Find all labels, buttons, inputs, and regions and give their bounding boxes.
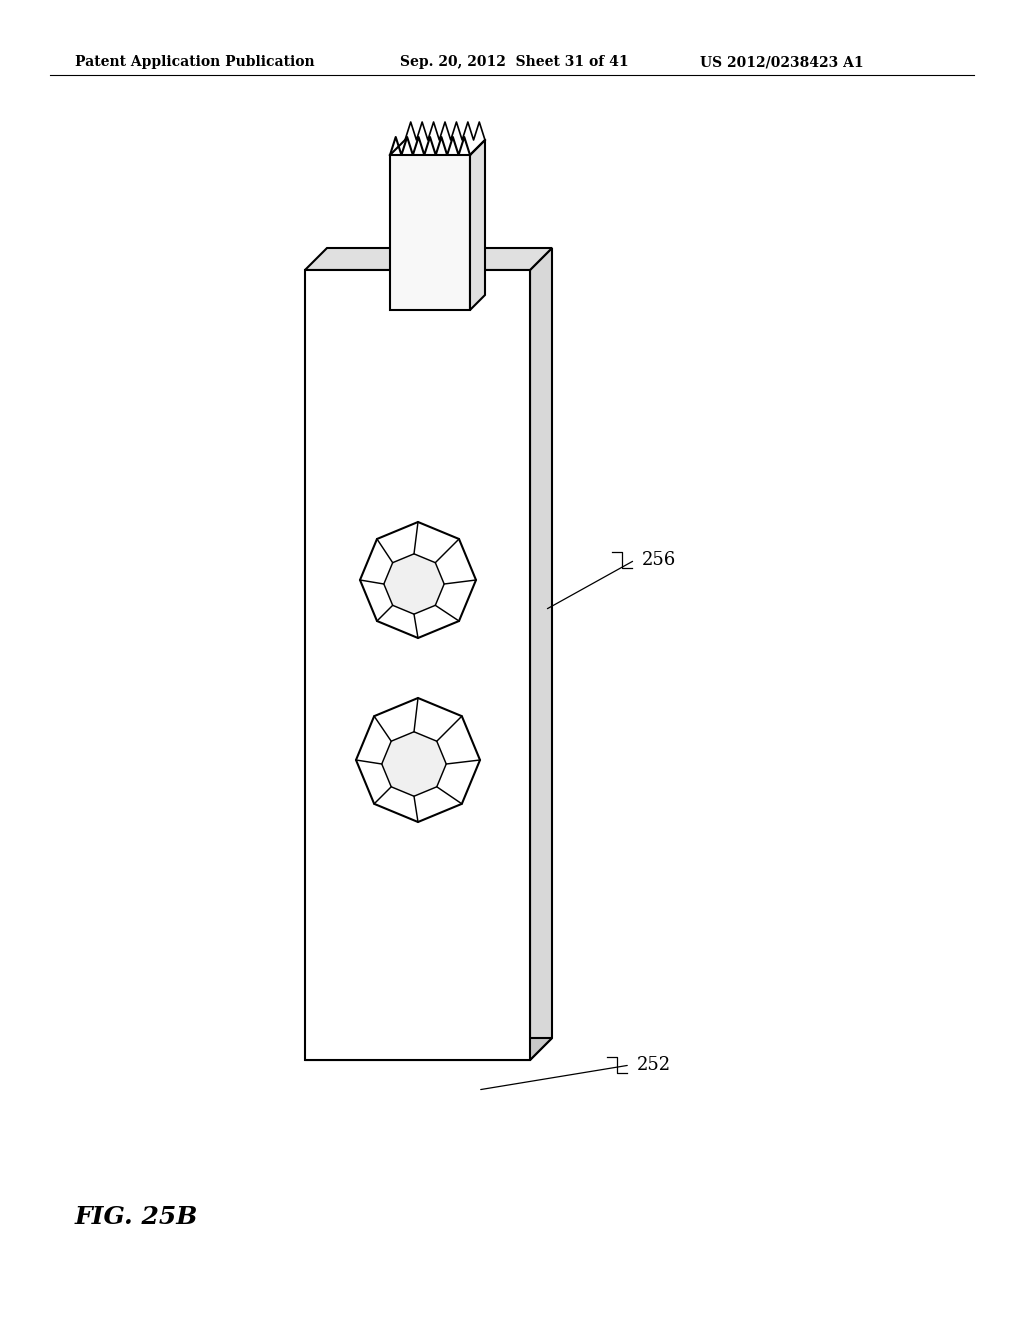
Polygon shape	[305, 271, 530, 1060]
Text: Sep. 20, 2012  Sheet 31 of 41: Sep. 20, 2012 Sheet 31 of 41	[400, 55, 629, 69]
Polygon shape	[356, 698, 480, 822]
Polygon shape	[384, 554, 444, 614]
Polygon shape	[305, 248, 552, 271]
Text: 252: 252	[637, 1056, 671, 1074]
Polygon shape	[530, 248, 552, 1060]
Polygon shape	[382, 731, 446, 796]
Text: FIG. 25B: FIG. 25B	[75, 1205, 199, 1229]
Text: 256: 256	[642, 550, 676, 569]
Polygon shape	[390, 154, 470, 310]
Polygon shape	[305, 1038, 552, 1060]
Polygon shape	[470, 140, 485, 310]
Text: Patent Application Publication: Patent Application Publication	[75, 55, 314, 69]
Text: US 2012/0238423 A1: US 2012/0238423 A1	[700, 55, 863, 69]
Polygon shape	[360, 521, 476, 638]
